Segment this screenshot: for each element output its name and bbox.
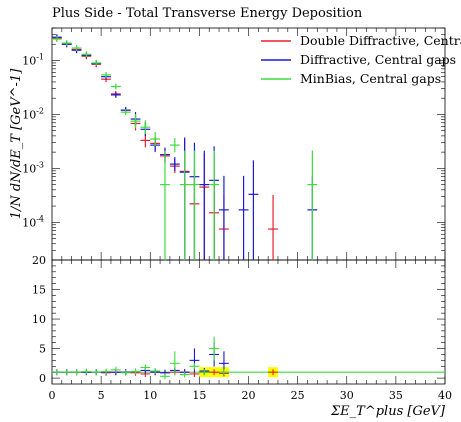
data-point (61, 40, 72, 47)
y-tick-label-ratio: 20 (32, 254, 46, 267)
x-tick-label: 35 (389, 389, 403, 402)
data-point (130, 114, 141, 129)
legend: Double Diffractive, Central gaps Diffrac… (261, 33, 461, 86)
x-tick-label: 5 (98, 389, 105, 402)
data-point (179, 150, 190, 260)
ratio-point (61, 369, 72, 376)
y-tick-label-ratio: 5 (39, 343, 46, 356)
data-point (199, 150, 210, 260)
x-tick-label: 40 (438, 389, 452, 402)
y-tick-label-main: 10-2 (22, 106, 44, 121)
data-point (52, 36, 62, 43)
data-point (110, 91, 121, 98)
data-point (120, 109, 131, 116)
ratio-data-marks (52, 336, 445, 380)
data-point (189, 150, 200, 260)
x-tick-label: 25 (291, 389, 305, 402)
data-point (169, 157, 180, 172)
chart-title: Plus Side - Total Transverse Energy Depo… (52, 6, 363, 21)
ratio-point (52, 369, 62, 376)
ratio-point (268, 369, 278, 376)
x-tick-label: 10 (143, 389, 157, 402)
data-point (248, 160, 259, 260)
legend-label-minbias: MinBias, Central gaps (300, 71, 441, 86)
ratio-point (209, 369, 220, 376)
y-tick-label-main: 10-3 (22, 160, 44, 175)
data-point (91, 59, 102, 66)
x-tick-label: 0 (49, 389, 56, 402)
data-point (140, 120, 151, 135)
ratio-point (101, 368, 111, 375)
ratio-point (71, 369, 82, 376)
data-point (150, 132, 161, 147)
legend-label-diffractive: Diffractive, Central gaps (300, 52, 456, 67)
main-y-ticks: 10-4 10-3 10-2 10-1 (22, 27, 445, 261)
ratio-frame (51, 259, 446, 385)
ratio-point (160, 373, 170, 380)
data-point (209, 150, 220, 260)
ratio-point (219, 369, 229, 376)
ratio-point (91, 369, 102, 376)
ratio-panel (51, 259, 446, 385)
data-point (238, 175, 249, 260)
data-point (160, 150, 170, 260)
data-point (307, 150, 318, 260)
y-tick-label-ratio: 10 (32, 313, 46, 326)
data-point (101, 71, 111, 78)
x-tick-label: 20 (242, 389, 256, 402)
x-tick-label: 30 (340, 389, 354, 402)
data-point (219, 175, 229, 260)
ratio-point (199, 369, 210, 376)
x-ticks: 0 5 10 15 20 25 30 35 40 (49, 28, 452, 402)
data-point (110, 83, 121, 90)
y-tick-label-main: 10-1 (22, 52, 44, 67)
y-axis-label: 1/N dN/dE_T [GeV^-1] (9, 68, 24, 219)
data-point (71, 45, 82, 52)
ratio-point (130, 368, 141, 375)
ratio-point (209, 336, 220, 361)
y-tick-label-main: 10-4 (22, 214, 44, 229)
ratio-point (189, 363, 200, 370)
data-point (81, 51, 92, 58)
y-tick-label-ratio: 15 (32, 284, 46, 297)
ratio-point (81, 368, 92, 375)
ratio-point (179, 371, 190, 378)
ratio-point (150, 368, 161, 375)
x-tick-label: 15 (192, 389, 206, 402)
ratio-point (120, 369, 131, 376)
ratio-point (140, 364, 151, 371)
ratio-y-ticks: 0 5 10 15 20 (32, 254, 445, 385)
main-data-marks (52, 34, 318, 260)
x-axis-label: ΣE_T^plus [GeV] (330, 404, 446, 419)
legend-label-double-diffractive: Double Diffractive, Central gaps (300, 33, 461, 48)
ratio-point (169, 351, 180, 376)
data-point (268, 195, 278, 260)
ratio-point (110, 366, 121, 373)
y-tick-label-ratio: 0 (39, 372, 46, 385)
data-point (169, 138, 180, 153)
